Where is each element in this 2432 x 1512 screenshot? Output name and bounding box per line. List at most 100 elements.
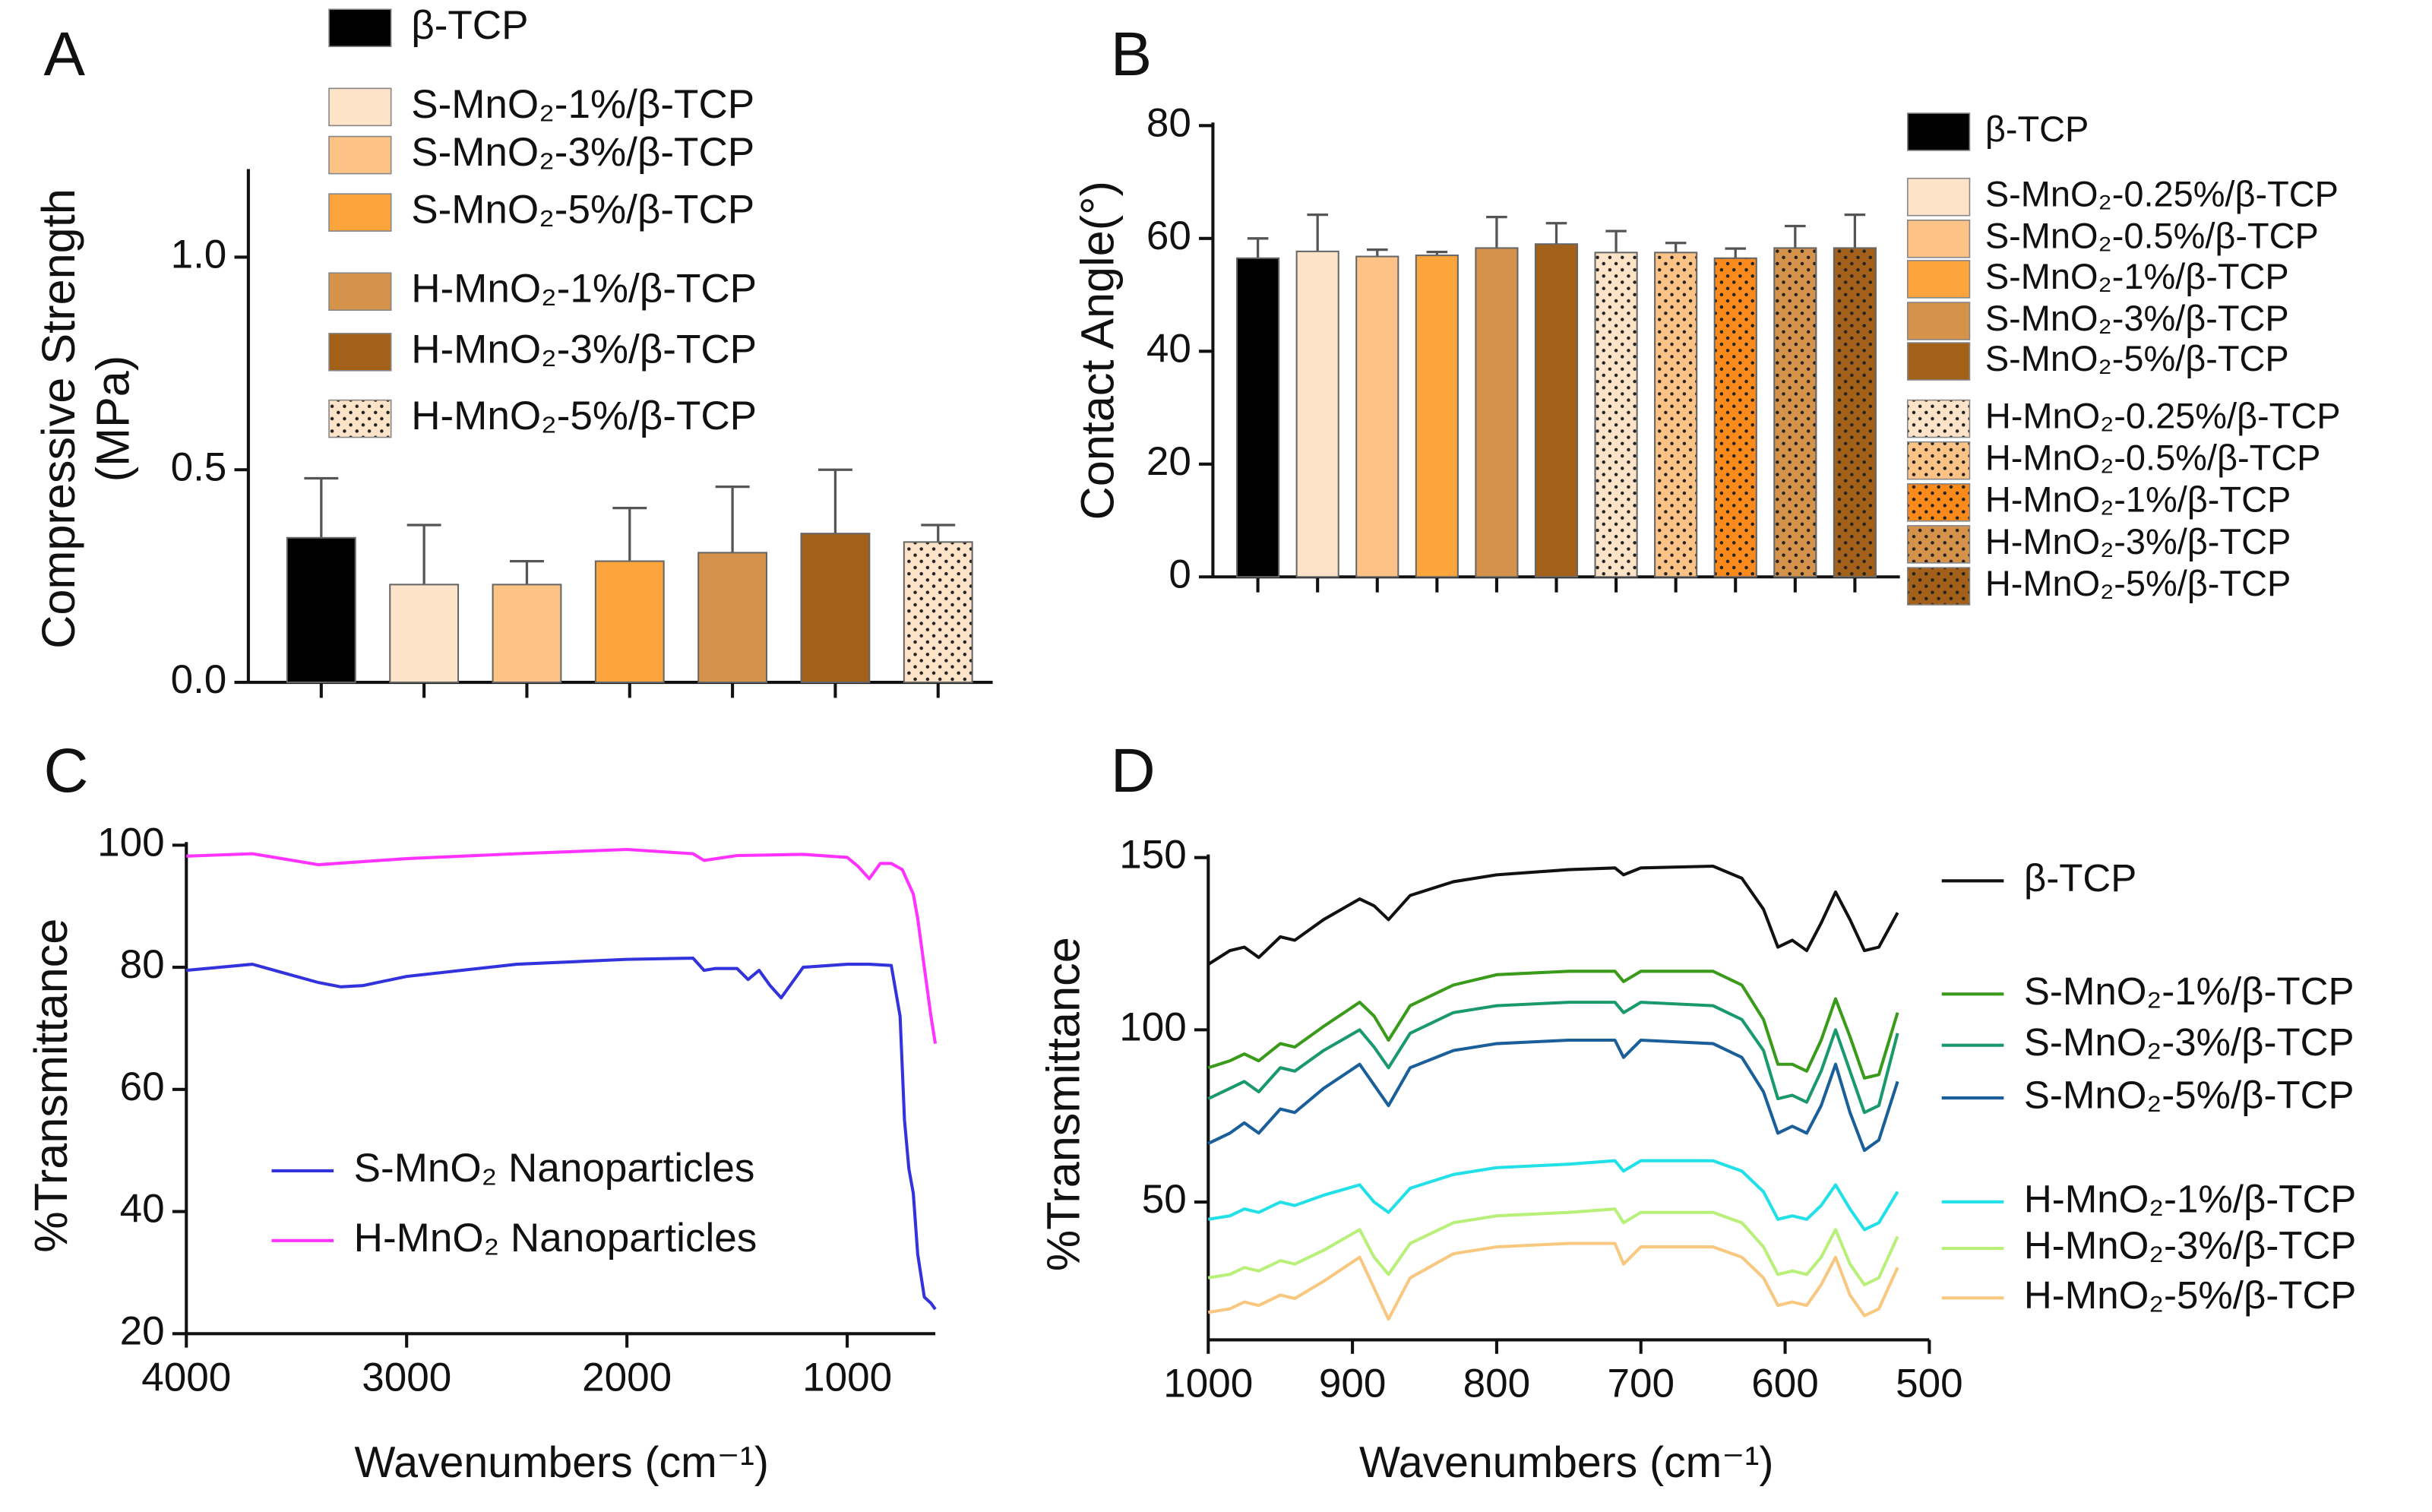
legend-label: H-MnO₂-0.5%/β-TCP <box>1985 438 2321 478</box>
line <box>186 956 937 1311</box>
legend-label: H-MnO₂-0.25%/β-TCP <box>1985 396 2341 435</box>
panel: D %Transmittance Wavenumbers (cm⁻¹) 50 100 15… <box>1038 736 2357 1487</box>
line <box>1207 1001 1899 1115</box>
legend-label: S-MnO₂-0.5%/β-TCP <box>1985 217 2319 256</box>
legend-swatch <box>1906 342 1971 381</box>
legend-label: H-MnO₂-3%/β-TCP <box>2024 1224 2356 1267</box>
legend-label: S-MnO₂ Nanoparticles <box>354 1146 755 1191</box>
legend-swatch <box>1906 441 1971 480</box>
y-tick-label: 1.0 <box>171 232 227 277</box>
x-tick-label: 700 <box>1607 1362 1675 1406</box>
legend-swatch <box>328 8 392 48</box>
legend-label: S-MnO₂-5%/β-TCP <box>1985 339 2289 378</box>
error-bar <box>921 524 956 542</box>
legend-swatch <box>328 272 392 312</box>
x-axis-label: Wavenumbers (cm⁻¹) <box>1359 1438 1773 1487</box>
bar <box>697 552 768 684</box>
x-tick-label: 1000 <box>802 1355 892 1400</box>
bar <box>389 584 460 684</box>
x-tick-label: 600 <box>1751 1362 1819 1406</box>
panel-label: C <box>43 736 88 805</box>
bar <box>1594 251 1638 578</box>
y-tick-label: 80 <box>1146 100 1191 145</box>
x-tick-label: 3000 <box>362 1355 451 1400</box>
line <box>1207 1207 1899 1286</box>
legend-swatch <box>1906 112 1971 151</box>
y-axis-label: Contact Angle(°) <box>1072 181 1124 520</box>
legend-label: S-MnO₂-5%/β-TCP <box>411 188 754 232</box>
panel: B Contact Angle(°) 0 20 40 60 80 β-TCP S-MnO₂-0.… <box>1072 20 2341 606</box>
error-bar <box>1307 213 1328 251</box>
x-tick-label: 500 <box>1896 1362 1963 1406</box>
bar <box>286 536 356 684</box>
error-bar <box>1785 224 1806 248</box>
error-bar <box>1725 247 1747 258</box>
x-tick-label: 4000 <box>141 1355 231 1400</box>
error-bar <box>818 468 852 534</box>
y-axis-label: %Transmittance <box>1038 937 1089 1271</box>
y-tick-label: 60 <box>120 1064 165 1109</box>
legend-swatch <box>328 193 392 232</box>
line <box>1207 864 1899 966</box>
x-tick-label: 2000 <box>582 1355 672 1400</box>
legend-label: H-MnO₂-3%/β-TCP <box>411 327 757 372</box>
legend-swatch <box>1906 260 1971 299</box>
legend-label: H-MnO₂ Nanoparticles <box>354 1216 757 1261</box>
y-tick-label: 100 <box>97 820 165 865</box>
error-bar <box>1545 222 1567 245</box>
error-bar <box>304 476 339 538</box>
y-axis-label: (MPa) <box>87 356 139 482</box>
legend-label: S-MnO₂-3%/β-TCP <box>1985 299 2289 338</box>
panel: A Compressive Strength (MPa) 0.0 0.5 1.0 β-TCP… <box>33 3 993 702</box>
legend-swatch <box>1906 525 1971 564</box>
error-bar <box>510 559 544 585</box>
line <box>1207 1242 1899 1321</box>
bar <box>1355 255 1399 578</box>
panel-label: A <box>43 20 85 89</box>
x-axis-label: Wavenumbers (cm⁻¹) <box>354 1438 768 1487</box>
y-tick-label: 40 <box>1146 326 1191 371</box>
legend-label: S-MnO₂-3%/β-TCP <box>411 130 754 175</box>
error-bar <box>1366 248 1388 257</box>
bar <box>1475 247 1519 578</box>
y-tick-label: 60 <box>1146 214 1191 258</box>
bar <box>492 584 562 684</box>
legend-label: S-MnO₂-1%/β-TCP <box>411 82 754 127</box>
legend-label: H-MnO₂-5%/β-TCP <box>2024 1273 2356 1317</box>
bar <box>1236 257 1280 578</box>
line <box>186 847 938 1044</box>
legend-label: β-TCP <box>1985 109 2089 149</box>
y-tick-label: 20 <box>1146 439 1191 484</box>
error-bar <box>1844 213 1866 248</box>
bar <box>1295 250 1339 578</box>
panel-label: D <box>1111 736 1156 805</box>
legend-label: β-TCP <box>411 3 528 48</box>
error-bar <box>1605 229 1627 253</box>
legend-swatch <box>328 399 392 438</box>
legend-label: S-MnO₂-5%/β-TCP <box>2024 1074 2355 1117</box>
bar <box>903 541 973 684</box>
line <box>1207 970 1899 1080</box>
y-tick-label: 50 <box>1142 1177 1187 1222</box>
legend-swatch <box>1906 482 1971 522</box>
legend-label: S-MnO₂-0.25%/β-TCP <box>1985 175 2339 214</box>
legend-swatch <box>1906 220 1971 258</box>
y-tick-label: 20 <box>120 1308 165 1353</box>
x-tick-label: 800 <box>1463 1362 1531 1406</box>
legend-swatch <box>1906 302 1971 340</box>
legend-label: S-MnO₂-3%/β-TCP <box>2024 1020 2355 1064</box>
legend-label: H-MnO₂-1%/β-TCP <box>1985 480 2291 520</box>
bar <box>1654 251 1698 578</box>
bar <box>1713 257 1757 578</box>
y-tick-label: 80 <box>120 942 165 987</box>
legend-label: S-MnO₂-1%/β-TCP <box>1985 257 2289 296</box>
legend-label: H-MnO₂-5%/β-TCP <box>411 394 757 438</box>
y-tick-label: 150 <box>1119 833 1187 878</box>
legend-label: H-MnO₂-1%/β-TCP <box>2024 1177 2356 1220</box>
legend-swatch <box>1906 399 1971 438</box>
legend-swatch <box>1906 567 1971 606</box>
bar <box>1534 243 1579 578</box>
legend-label: β-TCP <box>2024 856 2136 900</box>
y-tick-label: 100 <box>1119 1004 1187 1049</box>
